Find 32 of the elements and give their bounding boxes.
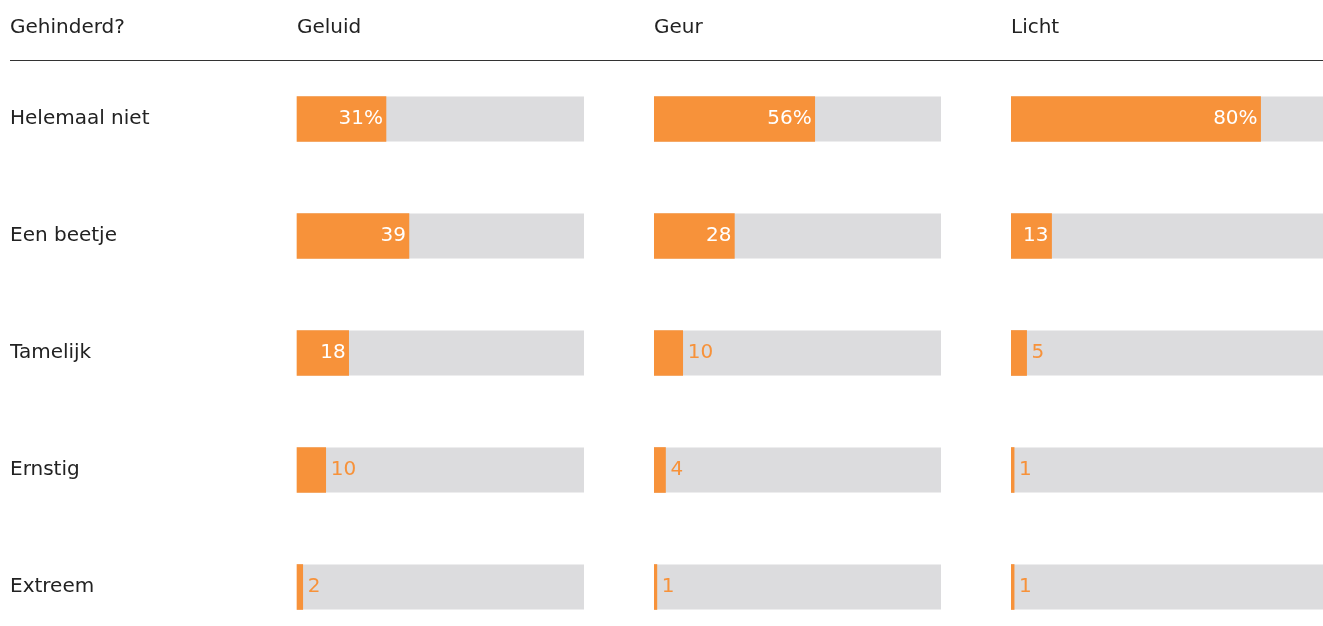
bar [1011, 330, 1027, 376]
y-tick-label: Een beetje [10, 222, 117, 247]
data-label: 1 [1019, 456, 1032, 481]
data-label: 28 [705, 222, 732, 247]
bar [654, 330, 684, 376]
y-tick-label: Helemaal niet [10, 105, 150, 130]
data-label: 31% [338, 105, 383, 130]
y-tick-label: Tamelijk [9, 339, 92, 364]
bar [296, 330, 349, 376]
bar [654, 447, 666, 493]
bar [1011, 213, 1052, 259]
chart-title: Geluid [297, 14, 362, 38]
data-label: 10 [330, 456, 357, 481]
data-label: 39 [380, 222, 406, 247]
data-label: 2 [307, 573, 321, 598]
chart-title: Licht [1011, 14, 1060, 38]
data-label: 4 [670, 456, 684, 481]
chart-title: Geur [654, 14, 703, 38]
data-label: 5 [1031, 339, 1045, 364]
bar [296, 447, 327, 493]
bar [654, 564, 658, 610]
y-tick-label: Extreem [10, 573, 95, 598]
data-label: 13 [1023, 222, 1049, 247]
data-label: 1 [661, 573, 675, 598]
y-axis-title: Gehinderd? [10, 14, 125, 38]
data-label: 80% [1213, 105, 1258, 130]
data-label: 1 [1019, 573, 1032, 598]
y-tick-label: Ernstig [10, 456, 80, 481]
data-label: 18 [320, 339, 346, 364]
data-label: 10 [687, 339, 714, 364]
data-label: 56% [767, 105, 812, 130]
bar [296, 564, 304, 610]
